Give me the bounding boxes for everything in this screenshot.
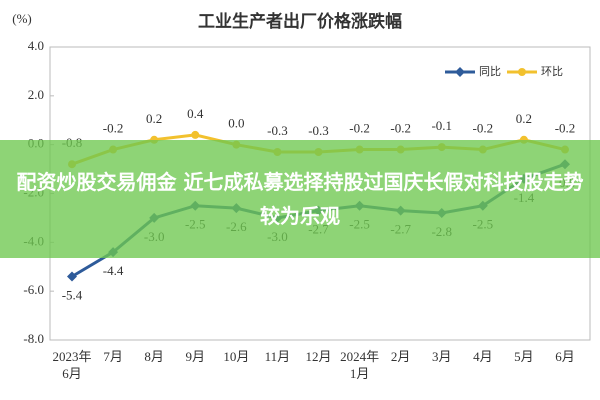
x-tick-label: 2023年 6月	[52, 349, 92, 381]
y-tick-label: 2.0	[28, 87, 44, 102]
data-label: -0.3	[308, 123, 329, 138]
x-tick-label: 3月	[431, 349, 452, 364]
x-tick-label: 4月	[473, 349, 493, 364]
y-tick-label: 4.0	[28, 38, 44, 53]
data-label: -0.2	[473, 121, 494, 136]
data-label: -0.1	[431, 118, 452, 133]
data-label: -0.3	[267, 123, 288, 138]
legend-marker	[518, 68, 526, 76]
legend-label: 同比	[479, 65, 501, 78]
legend-marker	[455, 67, 465, 77]
x-tick-label: 5月	[514, 349, 534, 364]
data-label: 0.4	[187, 106, 204, 121]
legend-label: 环比	[541, 65, 563, 78]
banner-text: 配资炒股交易佣金 近七成私募选择持股过国庆长假对科技股走势较为乐观	[16, 170, 584, 228]
y-tick-label: -8.0	[23, 331, 44, 346]
data-label: -0.2	[103, 121, 124, 136]
point	[67, 271, 77, 282]
data-label: -0.2	[555, 121, 576, 136]
point	[191, 130, 200, 139]
x-tick-label: 2月	[390, 349, 411, 364]
x-tick-label: 11月	[264, 349, 291, 364]
x-tick-label: 9月	[185, 349, 205, 364]
x-tick-label: 8月	[144, 349, 164, 364]
chart-title: 工业生产者出厂价格涨跌幅	[198, 11, 402, 32]
data-label: 0.2	[516, 111, 532, 126]
x-tick-label: 10月	[223, 349, 250, 364]
y-tick-label: -6.0	[23, 282, 44, 297]
x-tick-label: 12月	[305, 349, 332, 364]
data-label: -5.4	[62, 288, 83, 303]
data-label: -4.4	[103, 263, 124, 278]
x-tick-label: 7月	[103, 349, 123, 364]
data-label: 0.2	[146, 111, 162, 126]
data-label: -0.2	[390, 121, 411, 136]
data-label: 0.0	[228, 116, 244, 131]
y-axis-label: (%)	[12, 11, 32, 26]
banner: 配资炒股交易佣金 近七成私募选择持股过国庆长假对科技股走势较为乐观	[0, 140, 600, 258]
data-label: -0.2	[349, 121, 370, 136]
x-tick-label: 6月	[555, 349, 575, 364]
x-tick-label: 2024年 1月	[340, 349, 380, 381]
